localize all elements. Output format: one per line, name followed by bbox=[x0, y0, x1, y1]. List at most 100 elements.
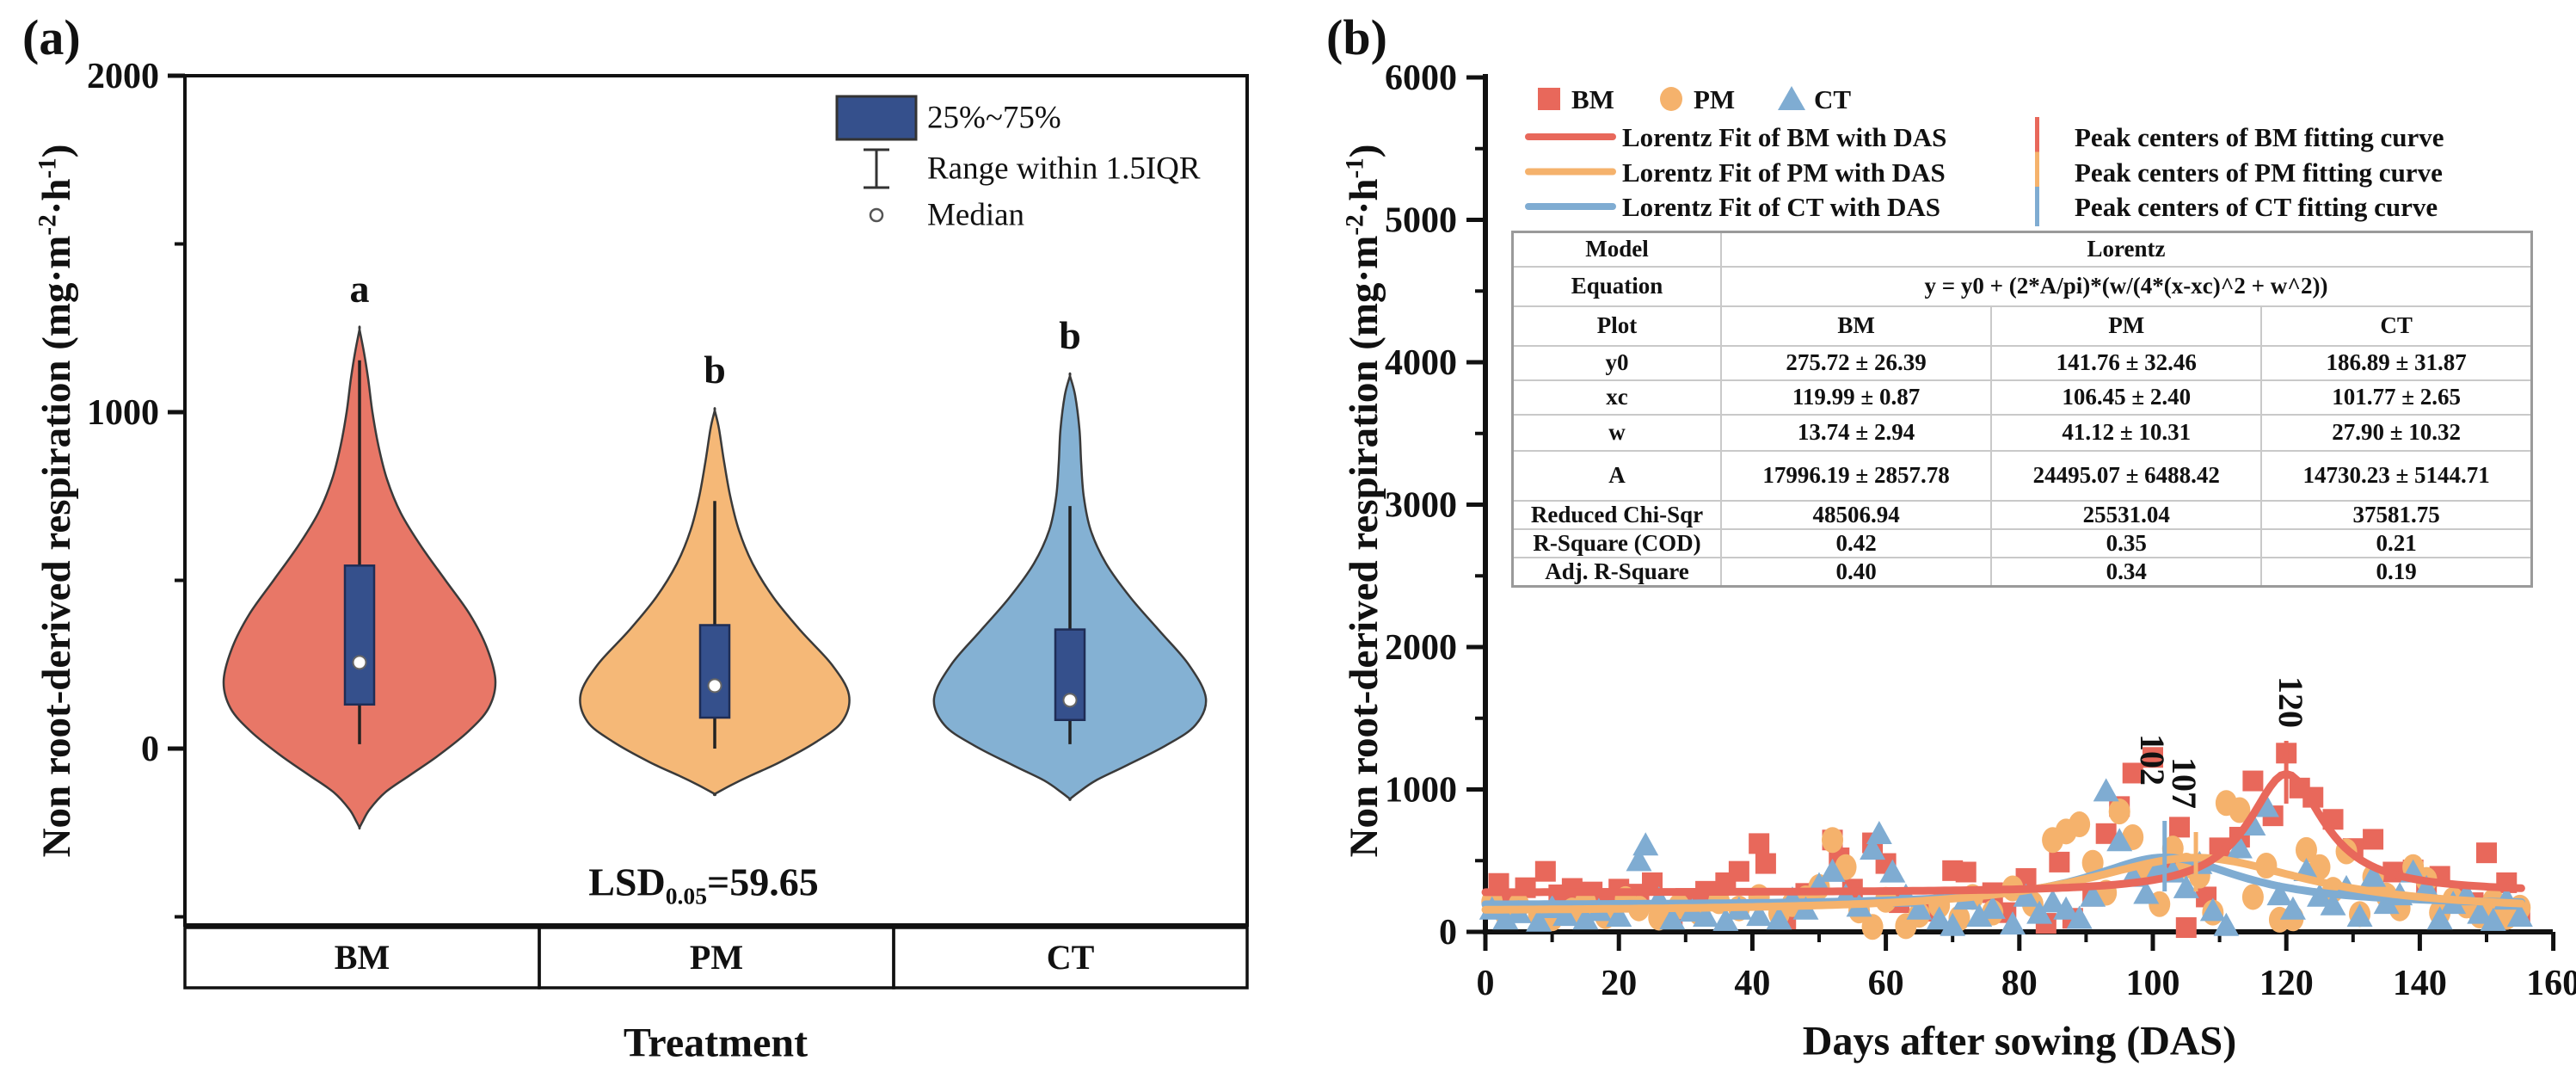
x-tick-label: 80 bbox=[2001, 964, 2038, 1003]
y-tick-label: 6000 bbox=[1385, 59, 1457, 98]
x-tick-label: 60 bbox=[1868, 964, 1904, 1003]
table-cell: PM bbox=[1990, 305, 2263, 347]
iqr-box-pm bbox=[698, 624, 731, 719]
lsd-prefix: LSD bbox=[588, 860, 666, 904]
scatter-point-bm bbox=[2175, 917, 2197, 939]
scatter-point-ct bbox=[2320, 891, 2346, 916]
scatter-point-ct bbox=[2199, 897, 2226, 922]
legend-b-marker-pm bbox=[1660, 87, 1682, 111]
legend-b-peak-label: Peak centers of CT fitting curve bbox=[2075, 192, 2438, 222]
scatter-point-ct bbox=[2480, 907, 2506, 931]
scatter-point-ct bbox=[1632, 832, 1659, 856]
table-cell: 186.89 ± 31.87 bbox=[2260, 344, 2533, 381]
scatter-point-bm bbox=[1728, 860, 1749, 882]
table-row: R-Square (COD) 0.42 0.35 0.21 bbox=[1511, 527, 2533, 558]
table-cell: 141.76 ± 32.46 bbox=[1990, 344, 2263, 381]
table-cell: CT bbox=[2260, 305, 2533, 347]
table-row: Equation y = y0 + (2*A/pi)*(w/(4*(x-xc)^2… bbox=[1511, 265, 2533, 307]
scatter-point-ct bbox=[2266, 882, 2293, 906]
scatter-point-ct bbox=[1492, 906, 1519, 930]
scatter-point-pm bbox=[2108, 798, 2130, 825]
table-cell: 41.12 ± 10.31 bbox=[1990, 413, 2263, 452]
scatter-point-ct bbox=[2106, 828, 2133, 852]
x-tick-label: 160 bbox=[2526, 964, 2576, 1003]
table-row-label: Plot bbox=[1511, 305, 1722, 347]
scatter-point-bm bbox=[2122, 762, 2143, 784]
legend-b-fit-label: Lorentz Fit of CT with DAS bbox=[1622, 192, 1940, 222]
scatter-point-ct bbox=[2413, 874, 2440, 898]
scatter-point-pm bbox=[2069, 811, 2091, 838]
y-tick-label: 2000 bbox=[1385, 628, 1457, 668]
sig-letter-pm: b bbox=[704, 348, 726, 392]
iqr-box-bm bbox=[343, 564, 376, 706]
scatter-point-ct bbox=[1879, 859, 1906, 883]
table-cell: 0.34 bbox=[1990, 556, 2263, 587]
scatter-point-ct bbox=[2279, 896, 2306, 920]
table-cell: 0.35 bbox=[1990, 527, 2263, 558]
table-cell: 13.74 ± 2.94 bbox=[1719, 413, 1993, 452]
scatter-point-bm bbox=[1755, 853, 1776, 874]
panel-b-x-axis-title: Days after sowing (DAS) bbox=[1802, 1018, 2237, 1064]
scatter-point-ct bbox=[1626, 848, 1652, 872]
y-tick-label: 5000 bbox=[1385, 201, 1457, 241]
legend-a-median-glyph bbox=[869, 207, 884, 223]
legend-b-marker-bm bbox=[1538, 88, 1560, 110]
legend-b-fit-label: Lorentz Fit of BM with DAS bbox=[1622, 122, 1947, 152]
panel-a-label: (a) bbox=[22, 9, 81, 65]
scatter-point-ct bbox=[2000, 911, 2026, 935]
table-cell: 101.77 ± 2.65 bbox=[2260, 379, 2533, 416]
table-row: Reduced Chi-Sqr 48506.94 25531.04 37581.75 bbox=[1511, 499, 2533, 530]
scatter-point-bm bbox=[1955, 861, 1977, 883]
y-tick-label: 1000 bbox=[1385, 771, 1457, 811]
table-row: Model Lorentz bbox=[1511, 231, 2533, 268]
scatter-point-ct bbox=[2026, 900, 2053, 924]
scatter-point-ct bbox=[1552, 903, 1579, 927]
scatter-point-ct bbox=[2226, 835, 2253, 859]
table-cell: 0.19 bbox=[2260, 556, 2533, 587]
table-row-label: Model bbox=[1511, 231, 1722, 268]
legend-b-marker-ct bbox=[1778, 86, 1805, 110]
scatter-point-ct bbox=[1572, 906, 1599, 930]
scatter-point-pm bbox=[2241, 884, 2264, 910]
table-row: xc 119.99 ± 0.87 106.45 ± 2.40 101.77 ± 2.6… bbox=[1511, 379, 2533, 416]
panel-b-label: (b) bbox=[1326, 9, 1387, 65]
table-cell: 17996.19 ± 2857.78 bbox=[1719, 449, 1993, 502]
legend-b-marker-label-bm: BM bbox=[1571, 84, 1614, 114]
scatter-point-bm bbox=[2143, 747, 2163, 768]
y-tick-label: 0 bbox=[1439, 913, 1457, 953]
x-tick-label: 40 bbox=[1734, 964, 1770, 1003]
scatter-point-ct bbox=[1979, 895, 2006, 919]
table-cell: 275.72 ± 26.39 bbox=[1719, 344, 1993, 381]
scatter-point-bm bbox=[2242, 770, 2264, 792]
scatter-point-pm bbox=[2295, 836, 2317, 863]
legend-a-box-label: 25%~75% bbox=[927, 100, 1061, 136]
peak-label-107: 107 bbox=[2165, 757, 2204, 809]
table-row: y0 275.72 ± 26.39 141.76 ± 32.46 186.89 ± 3… bbox=[1511, 344, 2533, 381]
x-tick-label: 100 bbox=[2126, 964, 2180, 1003]
peak-label-120: 120 bbox=[2272, 676, 2310, 728]
scatter-point-ct bbox=[1659, 906, 1686, 930]
y-tick-label: 0 bbox=[141, 730, 159, 769]
table-cell: 106.45 ± 2.40 bbox=[1990, 379, 2263, 416]
scatter-point-ct bbox=[2213, 912, 2240, 936]
table-cell: 48506.94 bbox=[1719, 499, 1993, 530]
table-cell: y = y0 + (2*A/pi)*(w/(4*(x-xc)^2 + w^2)) bbox=[1720, 265, 2533, 307]
legend-a-box-glyph bbox=[835, 95, 918, 141]
lsd-value: =59.65 bbox=[707, 860, 819, 904]
table-row-label: w bbox=[1511, 413, 1722, 452]
table-cell: BM bbox=[1719, 305, 1993, 347]
x-tick-label: 20 bbox=[1601, 964, 1637, 1003]
table-cell: Lorentz bbox=[1720, 231, 2533, 268]
scatter-point-ct bbox=[1606, 903, 1632, 927]
scatter-point-pm bbox=[1861, 914, 1884, 940]
y-tick-label: 1000 bbox=[87, 393, 159, 433]
table-cell: 119.99 ± 0.87 bbox=[1719, 379, 1993, 416]
median-dot-pm bbox=[707, 678, 722, 694]
legend-b-marker-label-pm: PM bbox=[1694, 84, 1736, 114]
scatter-point-ct bbox=[1926, 906, 1952, 930]
legend-b-peakbar-glyph bbox=[2035, 117, 2039, 157]
legend-b-peakbar-glyph bbox=[2035, 151, 2039, 192]
table-row-label: Adj. R-Square bbox=[1511, 556, 1722, 587]
